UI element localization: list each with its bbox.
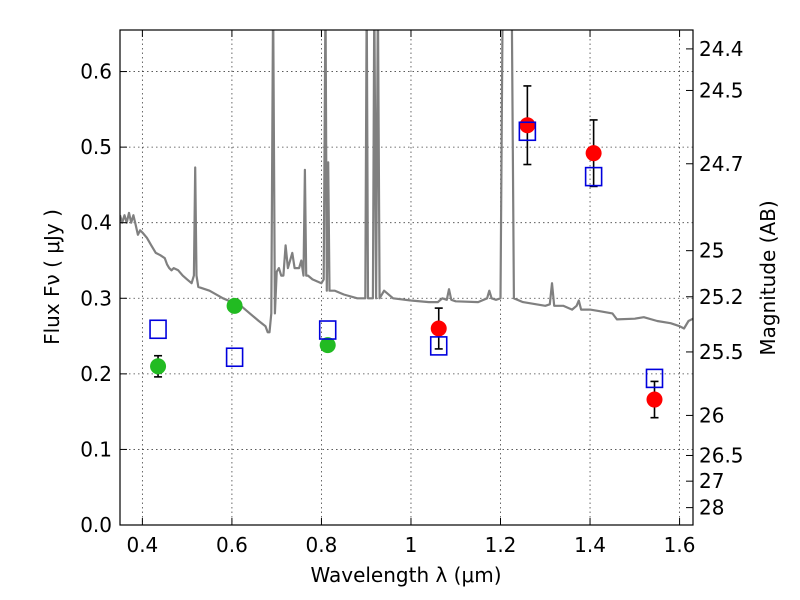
y2-tick-label: 25.2 — [699, 285, 744, 309]
y2-tick-label: 26.5 — [699, 443, 744, 467]
photometry-point — [646, 391, 663, 408]
model-square-point — [429, 336, 448, 356]
model-square-point — [225, 347, 244, 368]
plot-background — [120, 30, 693, 525]
x-tick-label: 1.2 — [485, 533, 517, 557]
y-tick-label: 0.4 — [80, 211, 112, 235]
y-tick-label: 0.1 — [80, 437, 112, 461]
y-tick-label: 0.5 — [80, 135, 112, 159]
y2-tick-label: 26 — [699, 403, 724, 427]
y-tick-label: 0.2 — [80, 362, 112, 386]
data-layer — [120, 30, 693, 419]
y2-axis-label: Magnitude (AB) — [756, 200, 780, 355]
template-sed-line — [120, 30, 693, 334]
x-tick-label: 0.6 — [216, 533, 248, 557]
model-square-point — [645, 368, 664, 389]
ticks: 0.4 0.6 0.8 1 1.2 1.4 1.6 0.0 0.1 0.2 0.3 0.4 0.5 0.6… — [80, 30, 744, 557]
photometry-point — [150, 358, 167, 375]
y2-tick-label: 28 — [699, 496, 724, 520]
photometry-point — [226, 297, 243, 314]
x-tick-label: 1.4 — [574, 533, 606, 557]
plot-frame — [119, 29, 694, 526]
x-tick-label: 0.8 — [306, 533, 338, 557]
model-square-point — [584, 166, 603, 187]
photometry-point — [319, 337, 336, 354]
y2-tick-label: 25 — [699, 239, 724, 263]
photometry-point — [585, 145, 602, 162]
model-square-point — [518, 121, 537, 142]
y2-tick-label: 24.4 — [699, 37, 744, 61]
y-tick-label: 0.3 — [80, 286, 112, 310]
model-square-point — [149, 319, 167, 340]
x-axis-label: Wavelength λ (μm) — [310, 563, 501, 587]
x-tick-label: 0.4 — [126, 533, 158, 557]
y-tick-label: 0.0 — [80, 513, 112, 537]
x-tick-label: 1 — [405, 533, 418, 557]
model-square-point — [318, 320, 337, 340]
x-tick-label: 1.6 — [664, 533, 696, 557]
photometry-point — [430, 320, 447, 337]
y-tick-label: 0.6 — [80, 60, 112, 84]
y2-tick-label: 25.5 — [699, 340, 744, 364]
y2-tick-label: 27 — [699, 469, 724, 493]
y-axis-label: Flux Fν ( μJy ) — [40, 209, 64, 345]
photometry-point — [519, 117, 536, 134]
y2-tick-label: 24.7 — [699, 152, 744, 176]
y2-tick-label: 24.5 — [699, 78, 744, 102]
